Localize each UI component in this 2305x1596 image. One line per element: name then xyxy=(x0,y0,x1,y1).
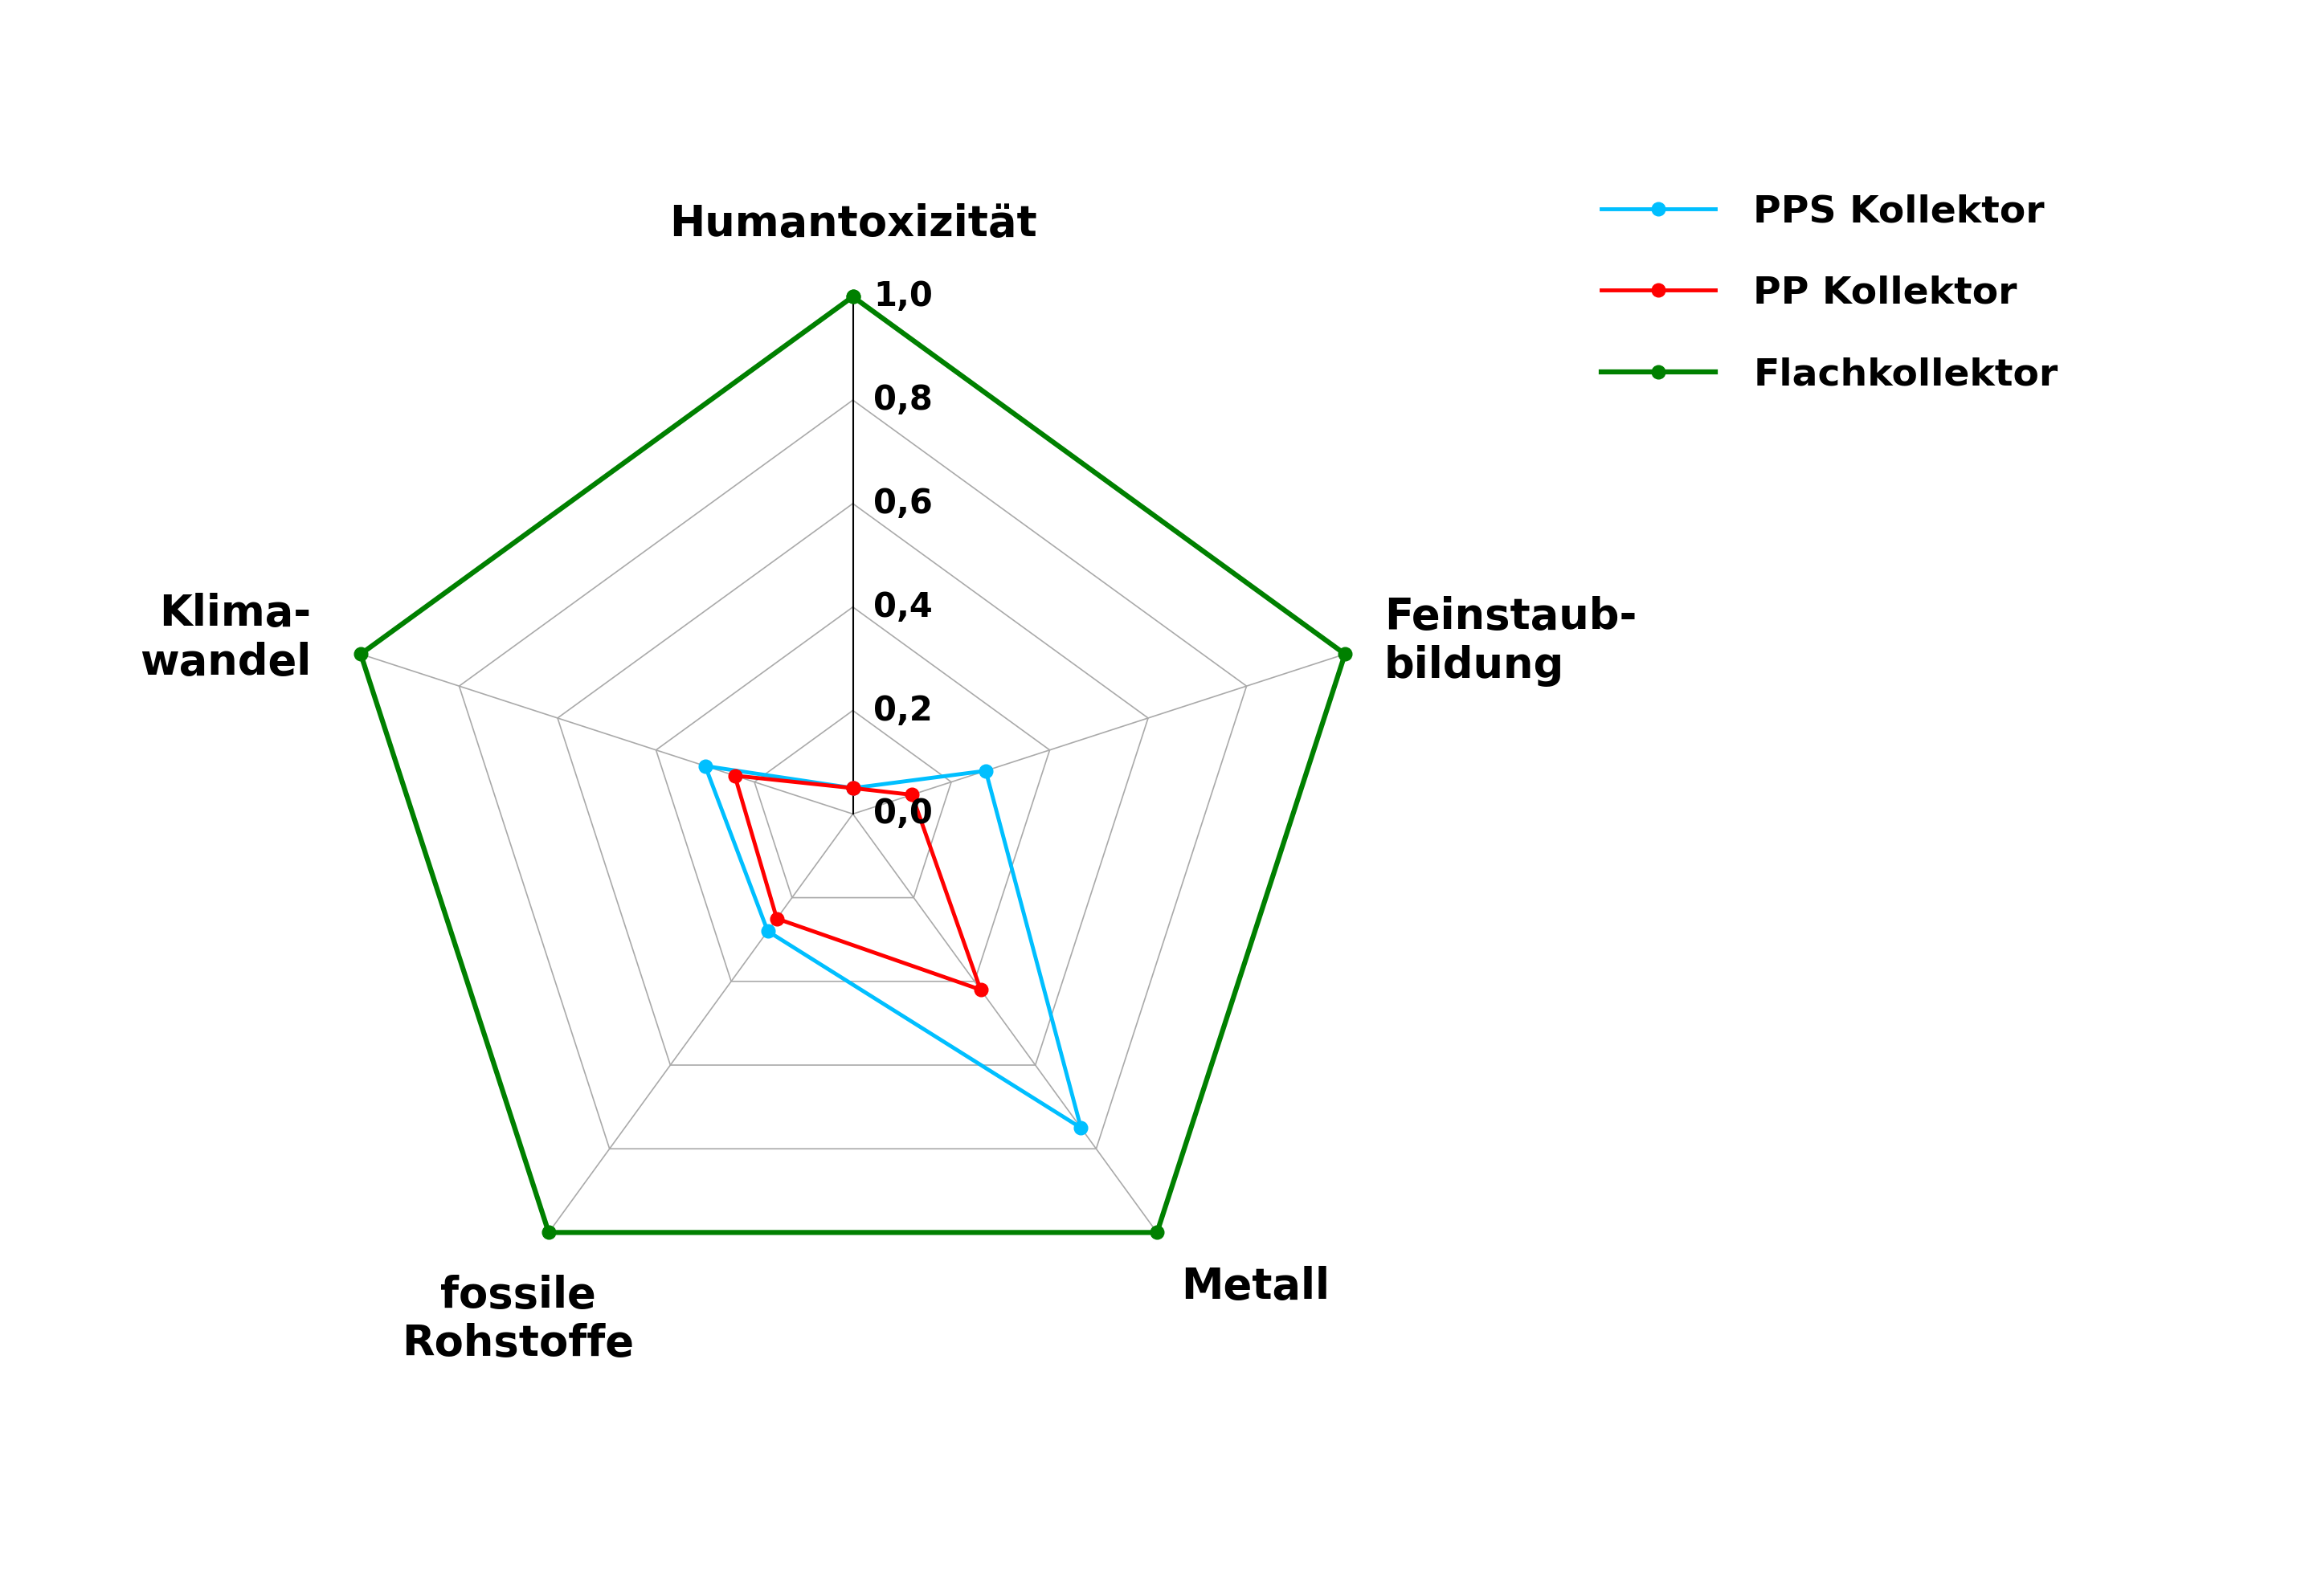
Text: 0,2: 0,2 xyxy=(874,694,934,728)
Text: 0,4: 0,4 xyxy=(874,591,934,624)
Text: 0,0: 0,0 xyxy=(874,796,934,832)
Text: Klima-
wandel: Klima- wandel xyxy=(141,594,311,683)
Text: Metall: Metall xyxy=(1182,1266,1330,1307)
Legend: PPS Kollektor, PP Kollektor, Flachkollektor: PPS Kollektor, PP Kollektor, Flachkollek… xyxy=(1586,179,2072,409)
Text: fossile
Rohstoffe: fossile Rohstoffe xyxy=(401,1274,634,1365)
Text: Feinstaub-
bildung: Feinstaub- bildung xyxy=(1385,597,1637,686)
Text: 1,0: 1,0 xyxy=(874,279,934,313)
Text: 0,8: 0,8 xyxy=(874,383,934,417)
Text: Humantoxizität: Humantoxizität xyxy=(668,203,1037,244)
Text: 0,6: 0,6 xyxy=(874,487,934,520)
